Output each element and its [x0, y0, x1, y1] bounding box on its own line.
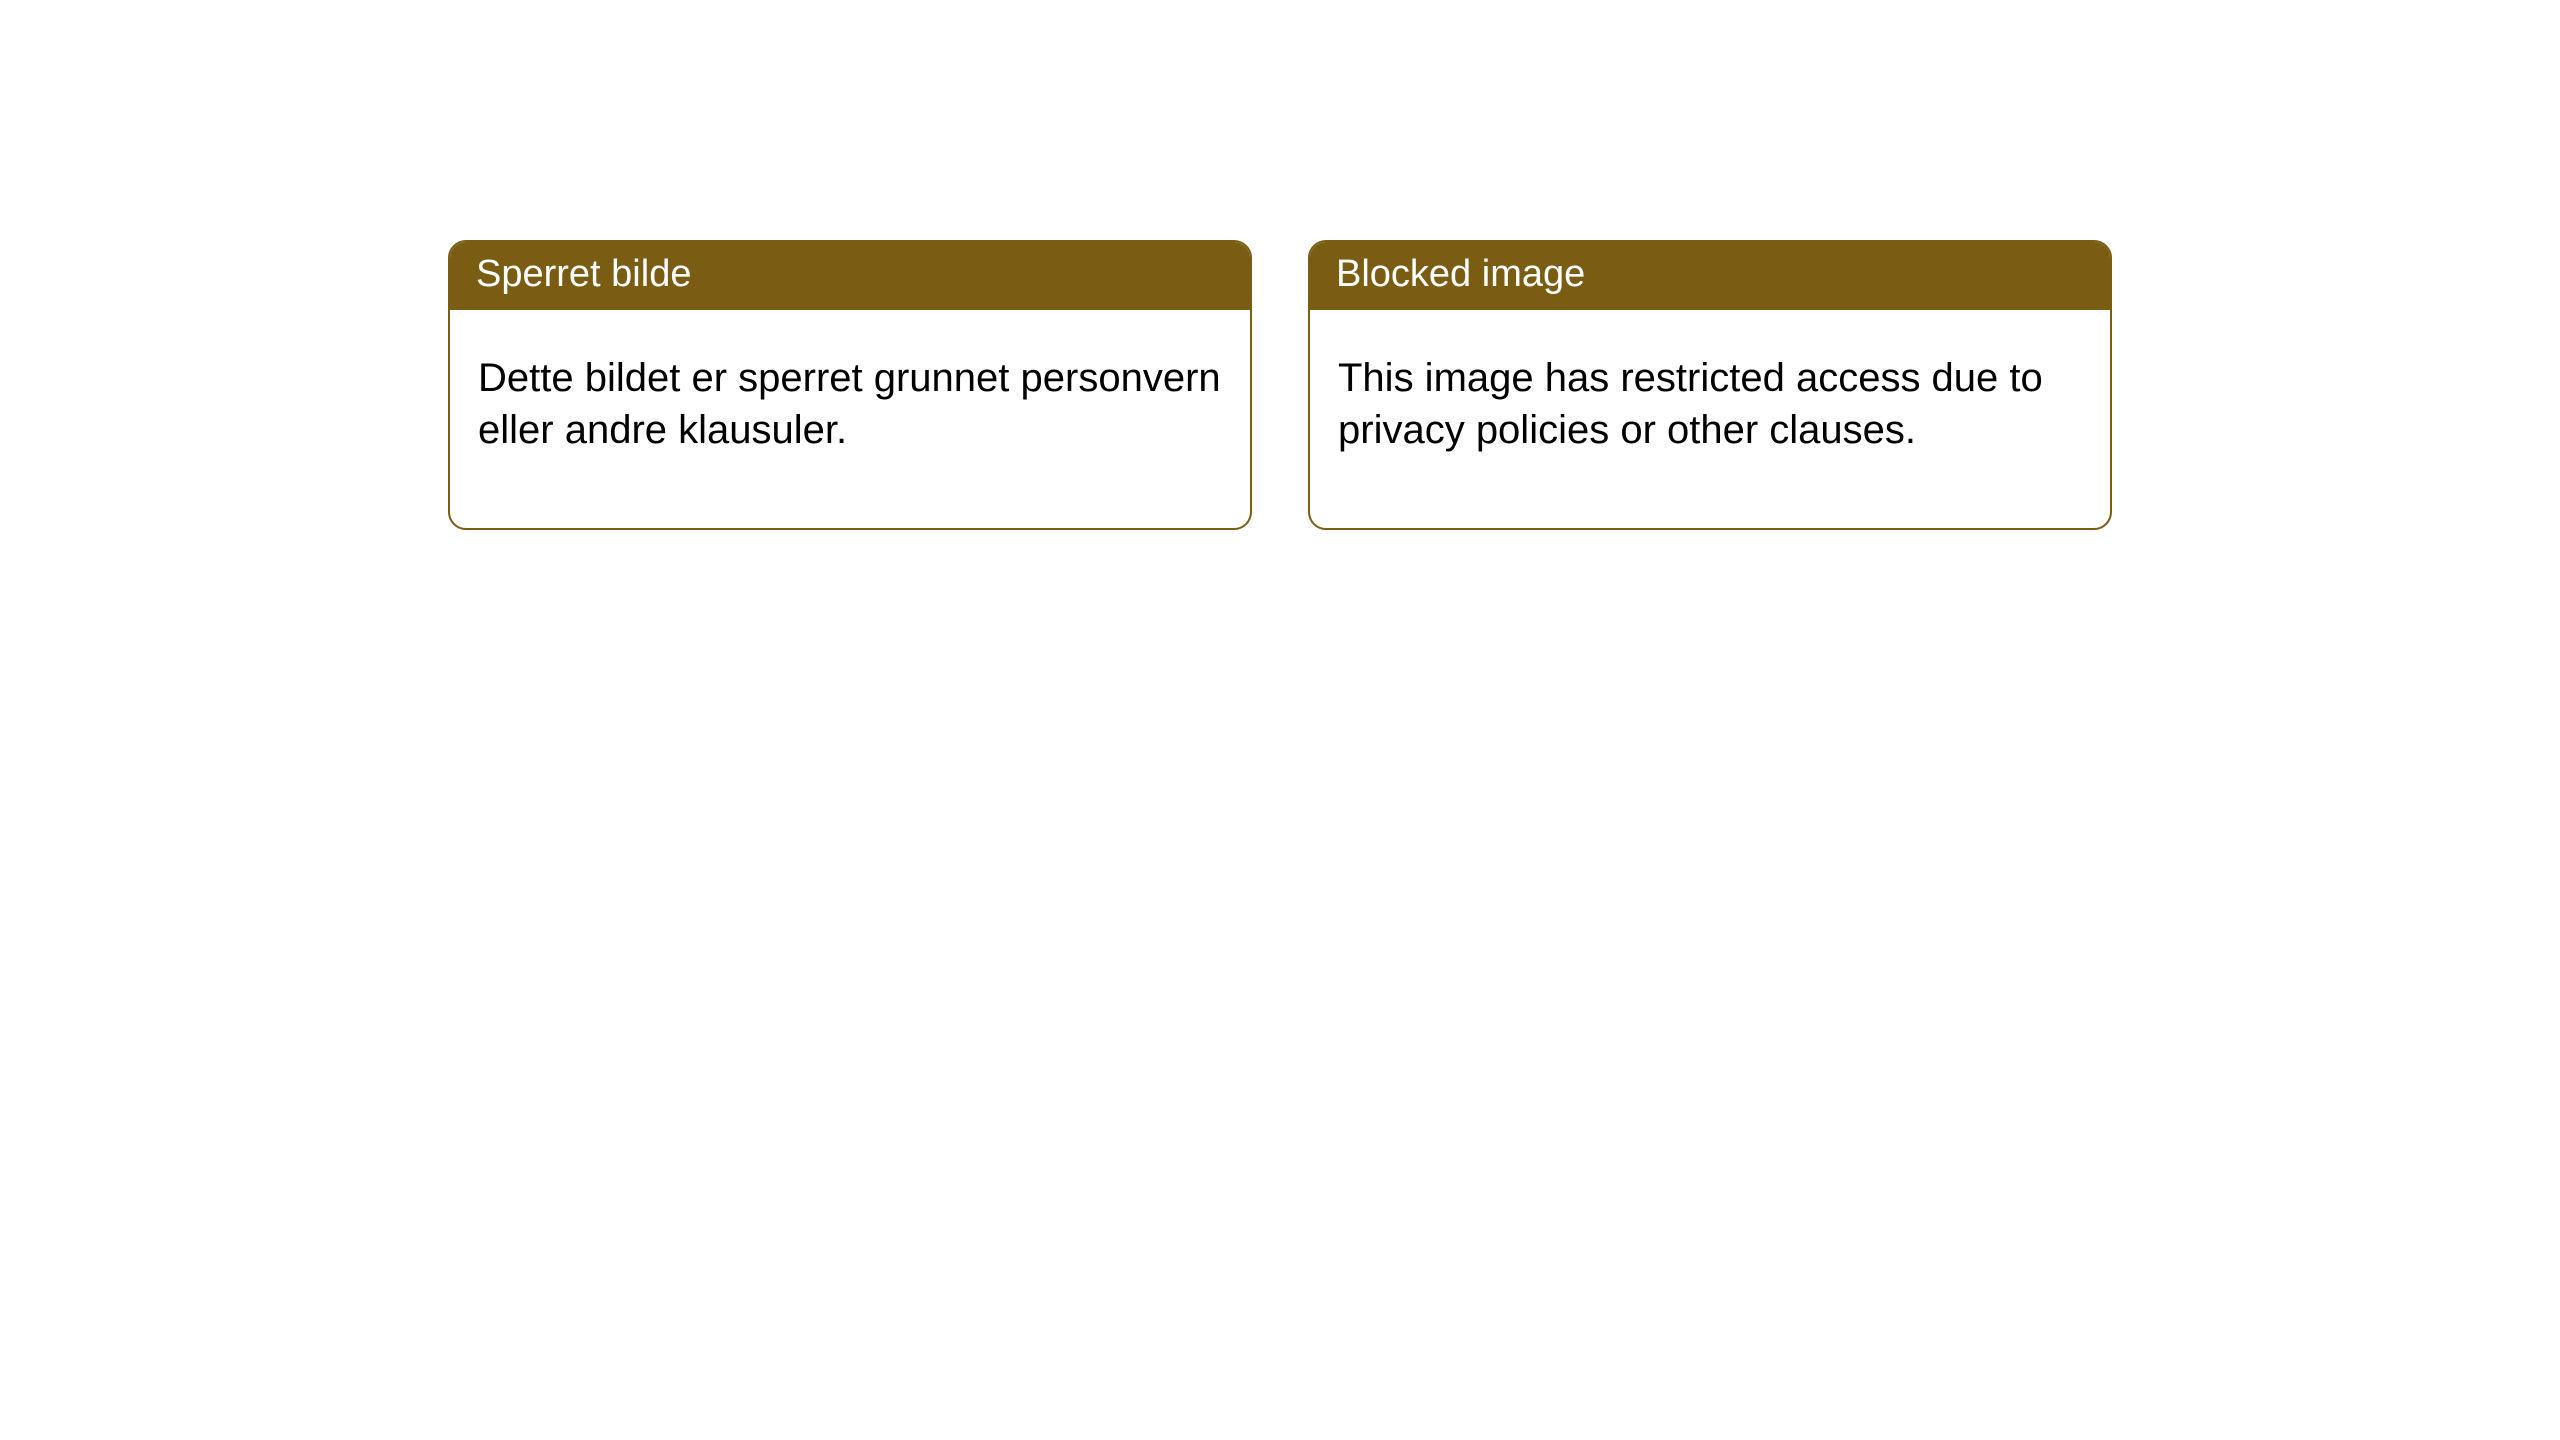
notice-card-norwegian: Sperret bilde Dette bildet er sperret gr…	[448, 240, 1252, 530]
notice-card-english: Blocked image This image has restricted …	[1308, 240, 2112, 530]
card-body: Dette bildet er sperret grunnet personve…	[450, 310, 1250, 528]
card-header: Sperret bilde	[450, 242, 1250, 310]
notice-cards-container: Sperret bilde Dette bildet er sperret gr…	[0, 0, 2560, 530]
card-body: This image has restricted access due to …	[1310, 310, 2110, 528]
card-header: Blocked image	[1310, 242, 2110, 310]
